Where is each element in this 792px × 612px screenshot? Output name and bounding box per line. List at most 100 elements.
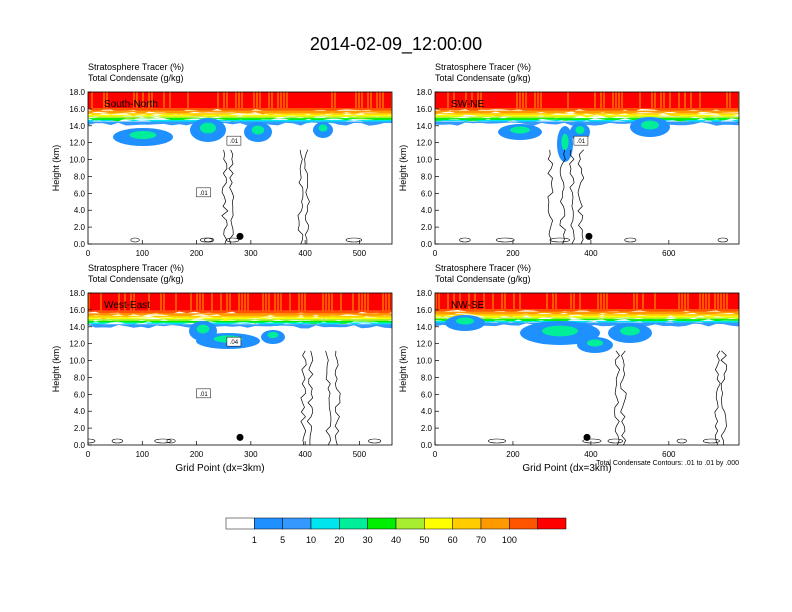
tracer-streak — [169, 92, 171, 109]
colorbar-label: 30 — [363, 535, 373, 545]
contour-label-box — [196, 388, 211, 399]
tracer-streak — [253, 92, 255, 109]
y-tick-label: 0.0 — [74, 441, 86, 450]
tracer-streak — [163, 92, 165, 109]
tracer-streak — [133, 293, 135, 311]
contour-label-box — [226, 135, 242, 146]
tracer-streak — [274, 293, 276, 311]
condensate-contour — [559, 149, 566, 244]
tracer-streak — [238, 92, 240, 109]
contour-label-box — [226, 336, 242, 347]
tracer-streak — [705, 293, 707, 310]
tracer-cloud-core — [456, 317, 474, 325]
y-tick-label: 14.0 — [69, 122, 85, 131]
y-tick-label: 18.0 — [416, 289, 432, 298]
x-tick-label: 0 — [433, 249, 438, 258]
tracer-streak — [474, 293, 476, 310]
contour-label: .04 — [230, 340, 239, 346]
tracer-streak — [376, 92, 378, 109]
tracer-streak — [492, 293, 494, 310]
tracer-streak — [600, 92, 602, 109]
tracer-streak — [277, 92, 279, 109]
tracer-streak — [555, 293, 557, 310]
condensate-contour — [304, 149, 310, 244]
header-tracer: Stratosphere Tracer (%) — [88, 62, 184, 72]
x-tick-label: 300 — [244, 450, 258, 459]
y-tick-label: 12.0 — [69, 340, 85, 349]
tracer-band — [88, 315, 392, 320]
surface-contour — [459, 237, 471, 243]
surface-contour — [582, 438, 602, 444]
tracer-streak — [660, 92, 662, 109]
y-tick-label: 10.0 — [69, 357, 85, 366]
surface-contour — [702, 438, 720, 444]
tracer-streak — [226, 293, 228, 311]
tracer-streak — [681, 293, 683, 310]
tracer-streak — [133, 92, 135, 109]
colorbar-swatch — [282, 517, 312, 530]
contour-footnote: Total Condensate Contours: .01 to .01 by… — [596, 460, 739, 467]
condensate-contour — [720, 350, 727, 445]
y-tick-label: 12.0 — [69, 139, 85, 148]
tracer-streak — [483, 293, 485, 310]
condensate-contour — [547, 149, 554, 244]
tracer-cloud-core — [196, 324, 210, 334]
y-tick-label: 10.0 — [416, 357, 432, 366]
surface-contour — [226, 237, 240, 243]
tracer-streak — [367, 293, 369, 311]
tracer-streak — [187, 92, 189, 109]
surface-contour — [487, 438, 506, 444]
tracer-streak — [211, 293, 213, 311]
tracer-cloud-core — [129, 130, 157, 140]
condensate-contour — [620, 350, 627, 445]
tracer-streak — [244, 293, 246, 311]
tracer-streak — [88, 293, 90, 311]
tracer-streak — [385, 293, 387, 311]
tracer-streak — [259, 92, 261, 109]
condensate-contour — [306, 350, 314, 445]
y-tick-label: 14.0 — [416, 323, 432, 332]
tracer-cloud-core — [586, 339, 604, 347]
surface-contour — [624, 237, 637, 243]
tracer-band — [88, 322, 392, 326]
contour-label-box — [196, 187, 211, 198]
tracer-streak — [720, 293, 722, 310]
location-marker — [585, 232, 593, 240]
x-tick-label: 100 — [136, 450, 150, 459]
tracer-cloud-core — [199, 122, 217, 134]
tracer-streak — [468, 293, 470, 310]
tracer-streak — [382, 293, 384, 311]
surface-contour — [154, 438, 172, 444]
tracer-streak — [289, 293, 291, 311]
x-tick-label: 400 — [584, 249, 598, 258]
tracer-streak — [606, 293, 608, 310]
y-tick-label: 8.0 — [421, 172, 433, 181]
tracer-streak — [684, 92, 686, 109]
tracer-streak — [280, 92, 282, 109]
colorbar-label: 100 — [502, 535, 517, 545]
tracer-streak — [642, 293, 644, 310]
y-tick-label: 4.0 — [421, 206, 433, 215]
header-condensate: Total Condensate (g/kg) — [435, 274, 531, 284]
tracer-streak — [220, 293, 222, 311]
tracer-streak — [217, 92, 219, 109]
plot-frame — [434, 292, 740, 446]
tracer-streak — [151, 92, 153, 109]
section-label: NW-SE — [451, 300, 484, 311]
surface-contour — [130, 237, 140, 243]
tracer-streak — [388, 293, 390, 311]
tracer-streak — [600, 293, 602, 310]
colorbar-swatch — [225, 517, 255, 530]
tracer-streak — [546, 293, 548, 310]
plot-area: .01 — [435, 92, 739, 244]
surface-contour — [166, 438, 176, 444]
condensate-contour — [714, 350, 721, 445]
colorbar-label: 70 — [476, 535, 486, 545]
tracer-streak — [651, 92, 653, 109]
tracer-streak — [331, 293, 333, 311]
plot-area — [435, 293, 739, 445]
x-tick-label: 500 — [353, 249, 367, 258]
colorbar-label: 20 — [334, 535, 344, 545]
colorbar-label: 1 — [252, 535, 257, 545]
